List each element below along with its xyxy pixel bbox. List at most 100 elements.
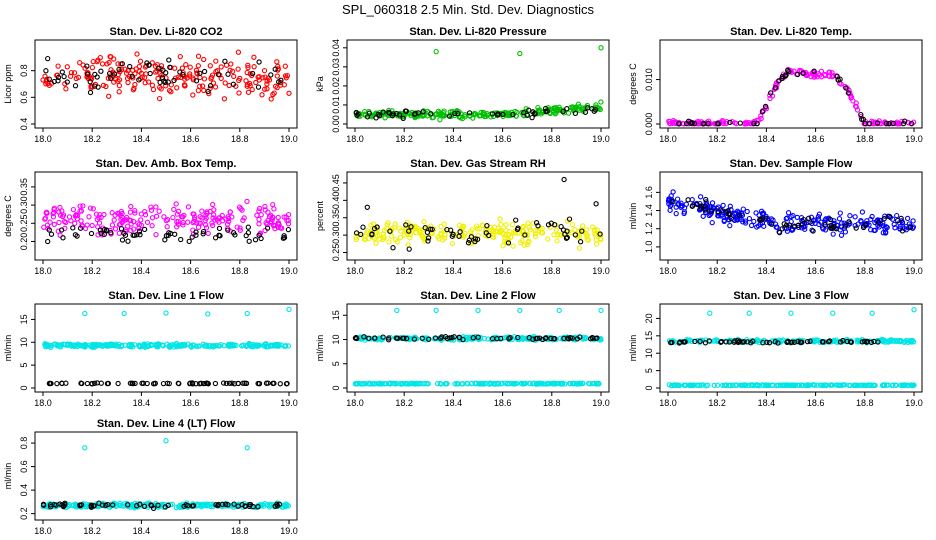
y-tick-label: 10: [644, 348, 654, 358]
data-point: [132, 81, 138, 88]
x-tick-label: 18.2: [395, 134, 413, 144]
data-point: [185, 219, 191, 225]
data-point: [135, 220, 141, 226]
data-point: [411, 111, 418, 117]
data-point: [118, 208, 125, 215]
data-point: [264, 78, 270, 84]
panel-1: Stan. Dev. Li-820 CO2 Licor ppm 18.0 18.2 18…: [3, 26, 298, 144]
data-point: [115, 61, 121, 67]
data-point: [247, 83, 253, 89]
data-point: [537, 335, 543, 341]
x-tick-label: 18.8: [231, 266, 249, 276]
data-point: [88, 76, 95, 82]
data-point: [910, 218, 916, 224]
data-point: [180, 72, 186, 78]
x-tick-label: 18.6: [182, 134, 200, 144]
y-axis-label: ml/min: [315, 335, 325, 362]
data-point: [442, 232, 448, 238]
data-point: [243, 380, 250, 387]
data-point: [128, 341, 135, 348]
data-point: [558, 232, 565, 238]
data-point: [125, 238, 131, 244]
data-point: [868, 339, 875, 346]
data-point: [438, 223, 444, 230]
data-point: [587, 336, 594, 342]
data-point: [402, 108, 409, 114]
data-point: [384, 222, 390, 228]
data-point: [535, 223, 541, 229]
data-point: [891, 221, 897, 228]
data-point: [60, 235, 66, 241]
data-point: [810, 228, 816, 234]
data-point: [459, 115, 466, 122]
data-point: [199, 83, 206, 89]
x-tick-label: 18.0: [659, 134, 677, 144]
data-point: [64, 79, 70, 85]
data-point: [388, 233, 395, 239]
data-point: [519, 381, 525, 387]
data-point: [853, 100, 859, 106]
data-point: [597, 106, 603, 113]
data-point: [117, 502, 123, 508]
data-point: [189, 381, 196, 387]
data-point: [593, 381, 599, 387]
series-black-points: [667, 337, 881, 346]
data-point: [138, 217, 144, 223]
x-tick-label: 19.0: [905, 398, 923, 408]
data-point: [131, 232, 138, 238]
data-point: [720, 202, 726, 209]
data-point: [92, 71, 98, 78]
data-point: [744, 339, 750, 345]
data-point: [876, 338, 882, 344]
y-tick-label: 1.2: [644, 222, 654, 235]
data-point: [754, 120, 760, 127]
data-point: [371, 221, 377, 227]
data-point: [201, 87, 207, 94]
data-point: [573, 105, 579, 111]
data-point: [386, 110, 393, 116]
data-point: [564, 106, 570, 112]
x-tick-label: 19.0: [592, 134, 610, 144]
data-point: [702, 203, 708, 209]
data-point: [441, 235, 448, 241]
data-point: [836, 216, 843, 222]
data-point: [759, 109, 766, 115]
data-point: [177, 69, 183, 75]
data-point: [670, 198, 676, 205]
data-point: [175, 208, 182, 215]
data-point: [101, 231, 107, 238]
data-point: [80, 203, 86, 209]
data-point: [579, 228, 585, 234]
data-point: [380, 334, 386, 340]
y-tick-label: 0.01: [331, 96, 341, 114]
data-point: [507, 335, 513, 341]
data-point: [360, 224, 366, 230]
data-point: [440, 110, 447, 116]
data-point: [785, 382, 791, 388]
data-point: [564, 234, 570, 241]
data-point: [744, 120, 750, 127]
data-point: [268, 96, 274, 102]
data-point: [231, 73, 237, 80]
data-point: [190, 219, 196, 226]
data-point: [96, 342, 102, 348]
y-tick-label: 0.30: [19, 196, 29, 214]
data-point: [136, 229, 143, 235]
data-point: [212, 217, 218, 223]
outlier-point: [286, 306, 292, 313]
series-cyan-points: [42, 306, 292, 351]
data-point: [179, 214, 185, 220]
data-point: [497, 229, 503, 236]
x-tick-label: 18.6: [494, 266, 512, 276]
data-point: [532, 233, 539, 240]
data-point: [57, 204, 63, 211]
data-point: [168, 82, 174, 88]
data-point: [155, 502, 161, 508]
outlier-point: [394, 307, 400, 314]
data-point: [526, 224, 532, 231]
data-point: [124, 75, 131, 82]
data-point: [700, 213, 706, 219]
data-point: [271, 222, 277, 228]
data-point: [126, 217, 133, 223]
data-point: [71, 70, 78, 76]
